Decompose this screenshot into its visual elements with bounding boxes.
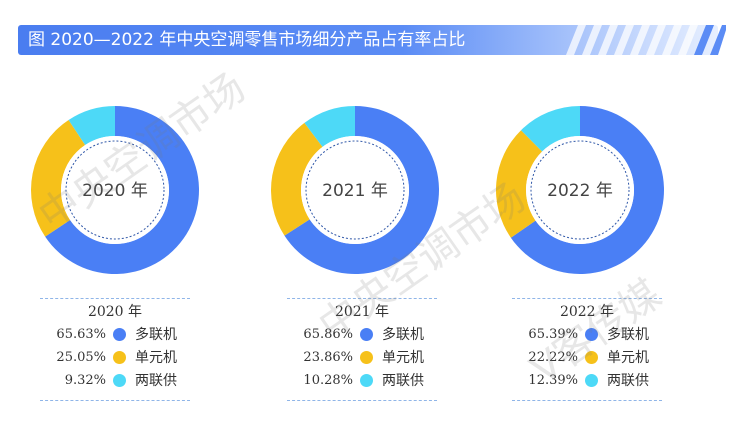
legend-row: 25.05% 单元机	[40, 348, 190, 368]
legend-row: 65.39% 多联机	[512, 325, 662, 345]
legend-category: 多联机	[135, 327, 177, 343]
legend-color-dot	[585, 328, 598, 341]
legend-row: 65.86% 多联机	[287, 325, 437, 345]
legend-color-dot	[113, 374, 126, 387]
donut-dashed-ring	[530, 140, 630, 240]
legend-value: 25.05%	[56, 350, 106, 365]
legend-color-dot	[113, 328, 126, 341]
donut-slice-两联供	[68, 106, 115, 145]
legend-category: 两联供	[607, 373, 649, 389]
legend-2022: 2022 年 65.39% 多联机 22.22% 单元机 12.39% 两联供	[512, 298, 662, 401]
legend-category: 单元机	[382, 350, 424, 366]
legend-color-dot	[360, 374, 373, 387]
legend-row: 10.28% 两联供	[287, 371, 437, 391]
donut-slice-单元机	[495, 130, 543, 238]
legend-row: 65.63% 多联机	[40, 325, 190, 345]
legend-category: 两联供	[135, 373, 177, 389]
donut-slice-多联机	[45, 106, 200, 274]
legend-value: 65.39%	[528, 327, 578, 342]
donut-center-label: 2022 年	[547, 181, 613, 201]
legend-2020: 2020 年 65.63% 多联机 25.05% 单元机 9.32% 两联供	[40, 298, 190, 401]
donut-slice-单元机	[271, 122, 323, 236]
legend-row: 9.32% 两联供	[40, 371, 190, 391]
legend-value: 65.63%	[56, 327, 106, 342]
donut-slice-单元机	[31, 119, 86, 237]
donut-slice-多联机	[510, 106, 664, 274]
donut-hole	[61, 136, 169, 244]
legend-category: 单元机	[135, 350, 177, 366]
donut-slice-两联供	[304, 106, 355, 147]
legend-2021: 2021 年 65.86% 多联机 23.86% 单元机 10.28% 两联供	[287, 298, 437, 401]
legend-color-dot	[585, 351, 598, 364]
legend-title: 2022 年	[559, 304, 615, 320]
legend-color-dot	[113, 351, 126, 364]
legend-color-dot	[360, 351, 373, 364]
legend-category: 多联机	[607, 327, 649, 343]
legend-color-dot	[360, 328, 373, 341]
donut-dashed-ring	[65, 140, 165, 240]
legend-value: 65.86%	[303, 327, 353, 342]
legend-value: 12.39%	[528, 373, 578, 388]
legend-row: 22.22% 单元机	[512, 348, 662, 368]
donut-center-label: 2020 年	[82, 181, 148, 201]
legend-value: 22.22%	[528, 350, 578, 365]
legend-value: 23.86%	[303, 350, 353, 365]
legend-row: 23.86% 单元机	[287, 348, 437, 368]
legend-category: 多联机	[382, 327, 424, 343]
donut-hole	[526, 136, 634, 244]
legend-title: 2020 年	[87, 304, 143, 320]
donut-dashed-ring	[305, 140, 405, 240]
legend-color-dot	[585, 374, 598, 387]
legend-value: 10.28%	[303, 373, 353, 388]
legend-title: 2021 年	[334, 304, 390, 320]
legend-value: 9.32%	[64, 373, 106, 388]
chart-title: 图 2020—2022 年中央空调零售市场细分产品占有率占比	[28, 30, 466, 50]
title-stripes-decoration	[566, 25, 726, 55]
legend-category: 两联供	[382, 373, 424, 389]
donut-slice-多联机	[284, 106, 440, 275]
donut-slice-两联供	[521, 106, 580, 152]
donut-hole	[301, 136, 409, 244]
title-bar: 图 2020—2022 年中央空调零售市场细分产品占有率占比	[18, 25, 726, 55]
legend-row: 12.39% 两联供	[512, 371, 662, 391]
donut-center-label: 2021 年	[322, 181, 388, 201]
legend-category: 单元机	[607, 350, 649, 366]
